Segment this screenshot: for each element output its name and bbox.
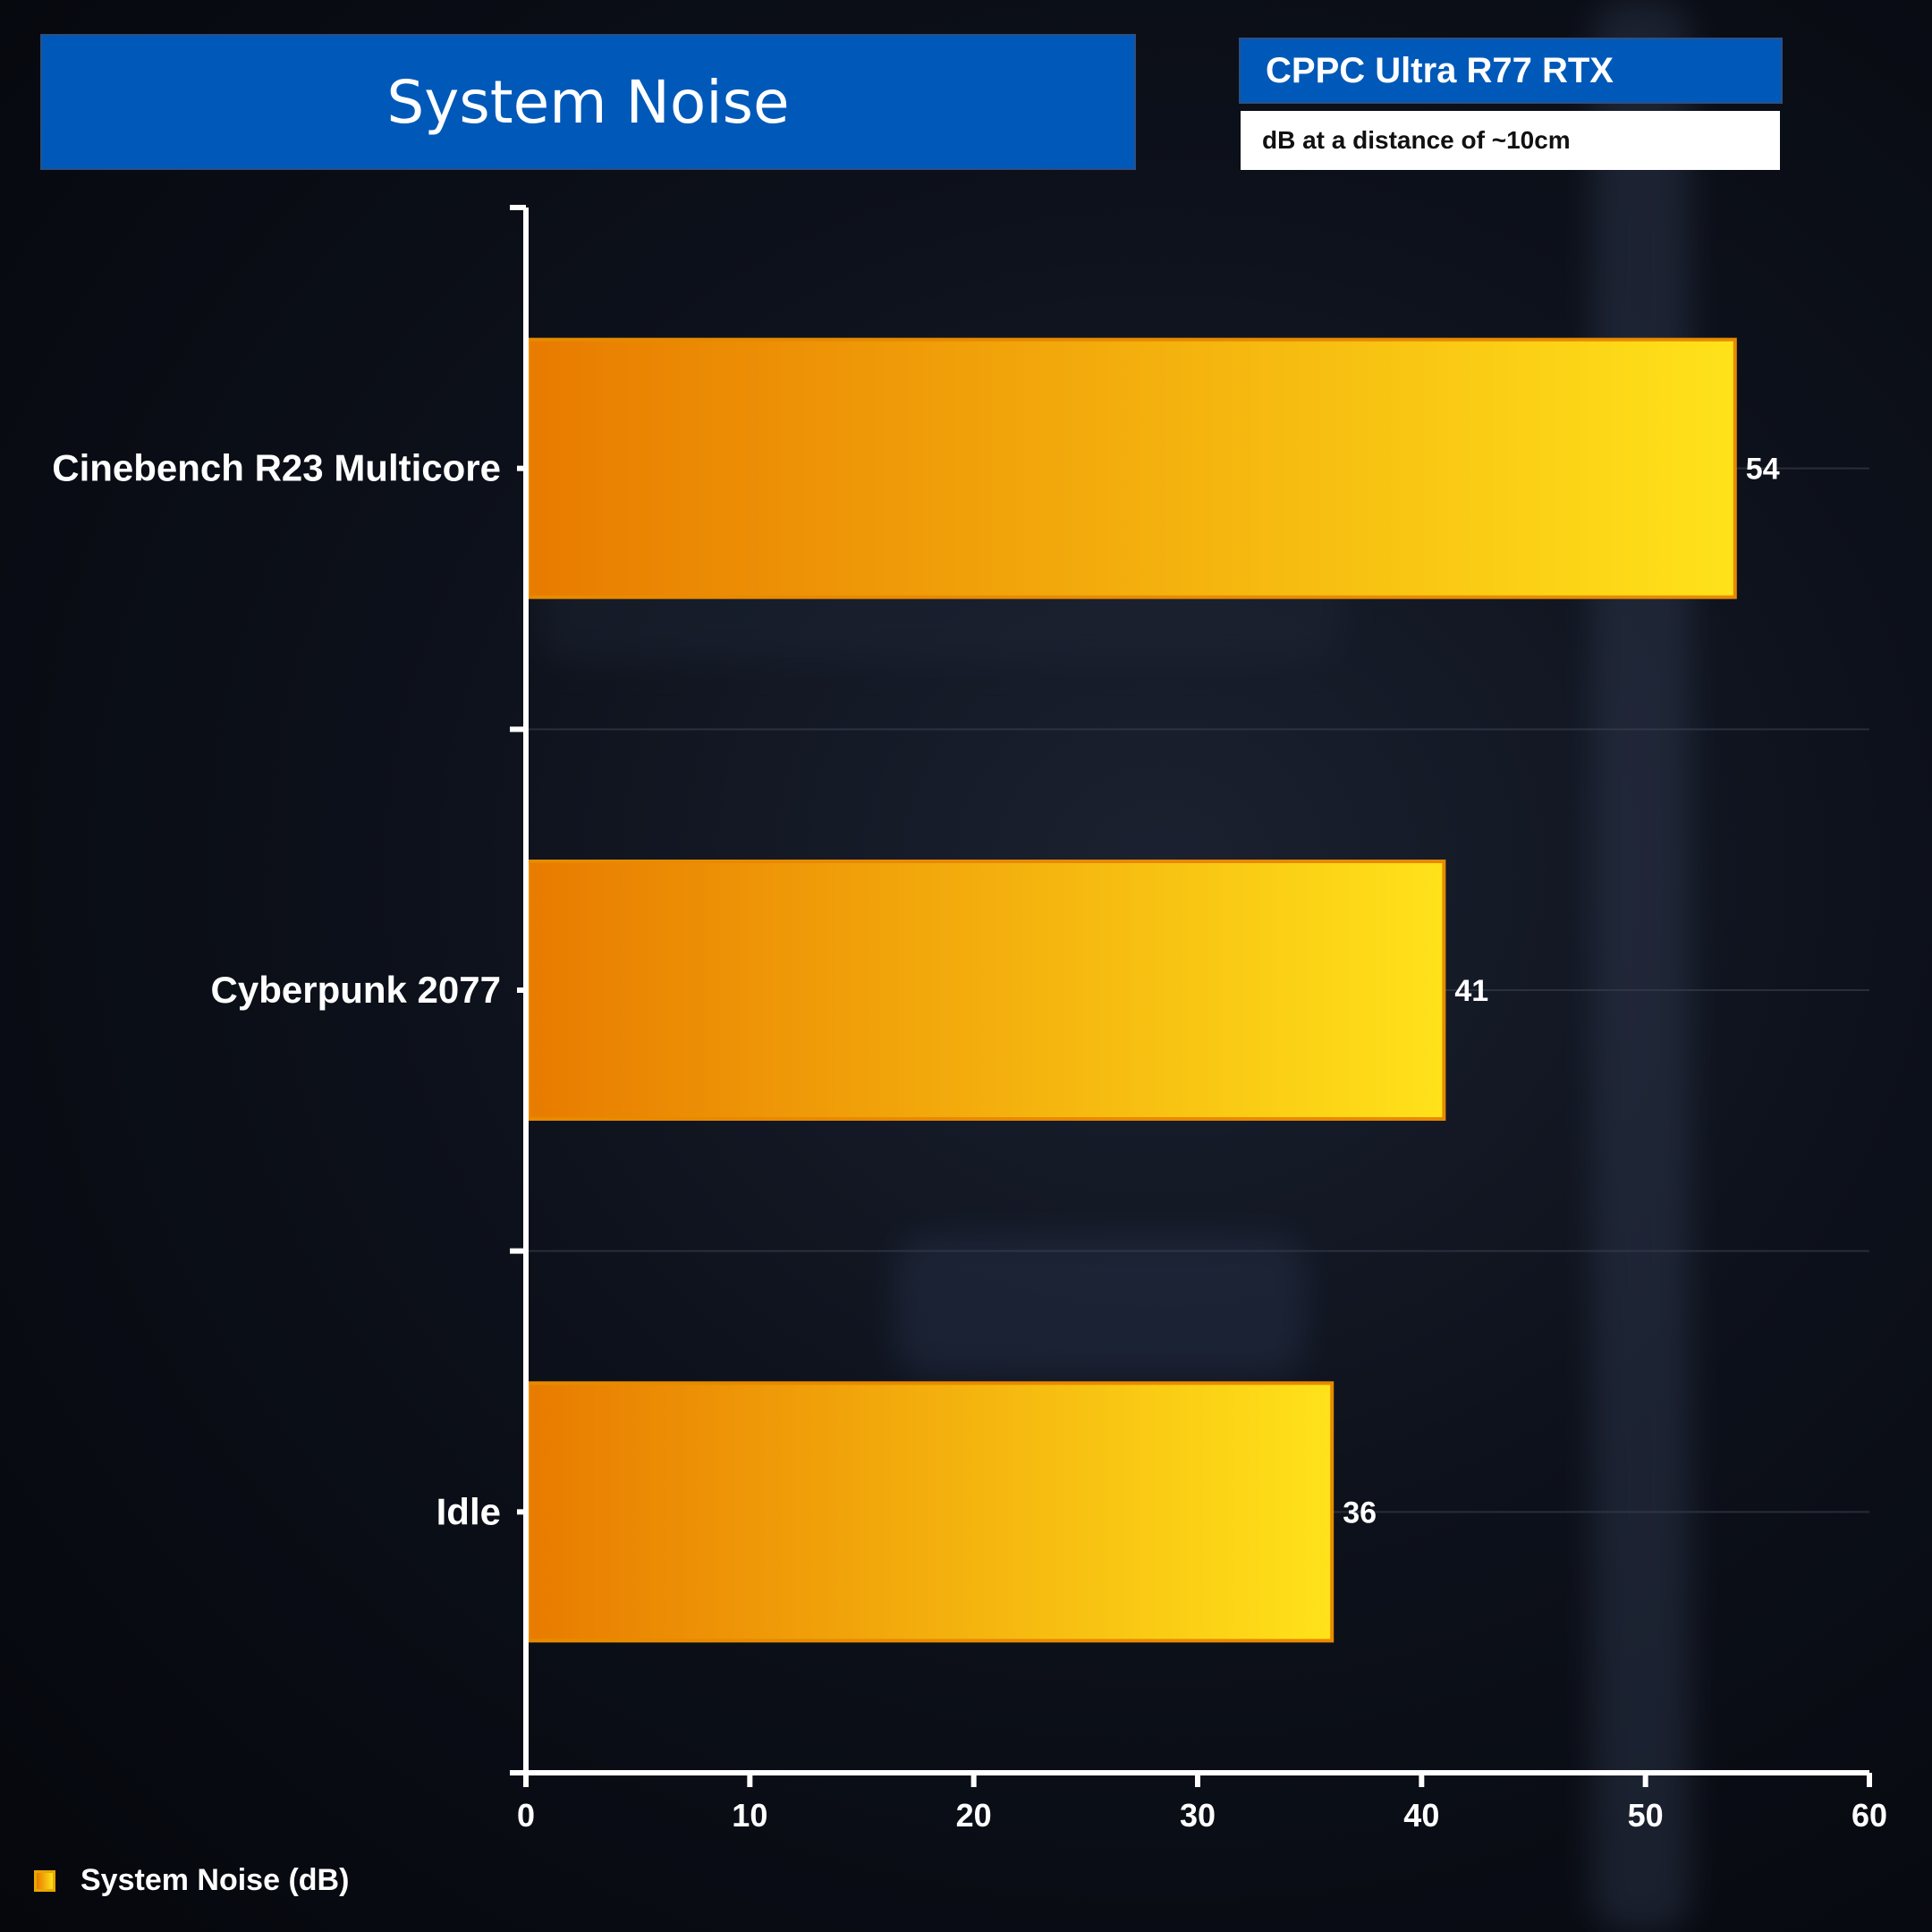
- legend-label: System Noise (dB): [80, 1863, 350, 1897]
- data-label: 41: [1454, 974, 1488, 1008]
- data-label: 36: [1343, 1496, 1377, 1530]
- x-tick-label: 50: [1628, 1797, 1664, 1834]
- x-tick-label: 30: [1180, 1797, 1216, 1834]
- background-streak: [1592, 0, 1690, 1932]
- bar: [527, 337, 1737, 599]
- background-streak: [894, 1234, 1306, 1377]
- legend: System Noise (dB): [34, 1863, 349, 1898]
- subtitle-box: CPPC Ultra R77 RTX: [1239, 38, 1783, 104]
- note-box: dB at a distance of ~10cm: [1241, 111, 1780, 170]
- legend-swatch: [34, 1869, 55, 1892]
- x-tick-label: 0: [517, 1797, 535, 1834]
- category-label: Idle: [436, 1490, 501, 1532]
- category-label: Cinebench R23 Multicore: [52, 447, 501, 489]
- x-tick-label: 10: [732, 1797, 767, 1834]
- chart-title: System Noise: [386, 67, 790, 137]
- data-label: 54: [1746, 453, 1780, 487]
- chart-subtitle: CPPC Ultra R77 RTX: [1266, 50, 1614, 90]
- x-tick-label: 60: [1852, 1797, 1887, 1834]
- bar: [527, 860, 1446, 1121]
- x-tick-label: 40: [1403, 1797, 1439, 1834]
- category-label: Cyberpunk 2077: [211, 969, 501, 1011]
- chart-note: dB at a distance of ~10cm: [1262, 126, 1571, 154]
- x-tick-label: 20: [956, 1797, 992, 1834]
- title-box: System Noise: [40, 34, 1136, 170]
- bar: [527, 1381, 1335, 1643]
